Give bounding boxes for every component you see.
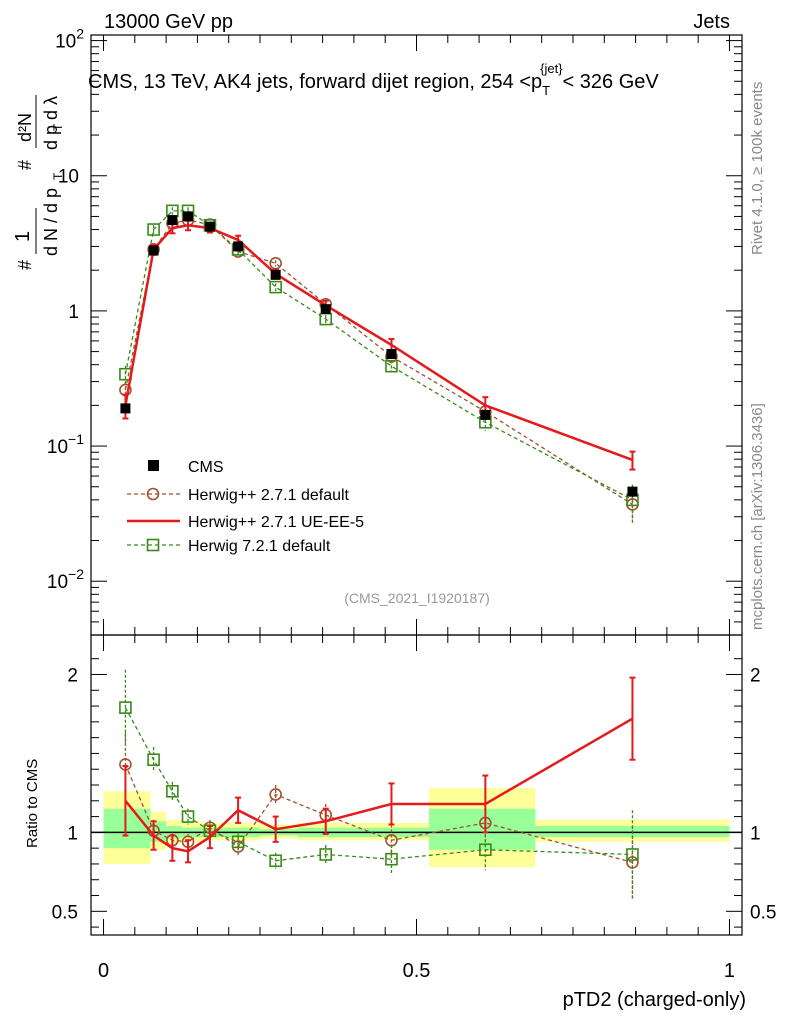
ratio-tick-label-left: 0.5 [52, 902, 78, 923]
series-line [124, 764, 633, 863]
y-label-dn: d N / d p [41, 188, 61, 256]
ratio-plot-frame [90, 634, 743, 936]
ratio-tick-label-right: 2 [750, 665, 761, 686]
marker-square-open [269, 280, 282, 294]
marker-square-open [119, 701, 132, 714]
y-tick-label: 102 [55, 26, 84, 53]
marker-square-open [231, 835, 245, 849]
marker-square-open [269, 854, 282, 868]
y-label-dpt: d p d λ [41, 96, 61, 150]
series-line [124, 224, 633, 462]
ratio-y-label: Ratio to CMS [24, 759, 41, 848]
ratio-tick-label-left: 1 [67, 823, 78, 844]
x-tick-label: 1 [724, 960, 735, 982]
marker-square-open [147, 753, 160, 767]
main-title: CMS, 13 TeV, AK4 jets, forward dijet reg… [88, 61, 659, 98]
watermark: (CMS_2021_I1920187) [344, 590, 490, 606]
header-left: 13000 GeV pp [104, 11, 233, 33]
main-title-sub: T [542, 83, 550, 98]
mcplots-label: mcplots.cern.ch [arXiv:1306.3436] [749, 403, 766, 630]
y-label-T2: T [51, 123, 65, 131]
ratio-uncertainty-bands [103, 788, 730, 868]
marker-circle [146, 487, 160, 501]
marker-square-filled [148, 245, 159, 256]
main-title-sup: {jet} [540, 61, 563, 76]
marker-square-filled [120, 403, 131, 414]
y-tick-label: 1 [68, 302, 79, 323]
header-right: Jets [693, 11, 730, 33]
main-title-text: CMS, 13 TeV, AK4 jets, forward dijet reg… [88, 71, 542, 93]
marker-square-open [319, 848, 333, 861]
marker-square-filled [167, 215, 178, 226]
legend-label: Herwig++ 2.7.1 default [188, 487, 350, 504]
x-tick-label: 0.5 [403, 960, 431, 982]
y-label-T1: T [51, 172, 65, 180]
marker-square-open [479, 843, 492, 857]
y-tick-label: 10−1 [47, 431, 84, 458]
marker-square-open [385, 852, 398, 866]
x-tick-label: 0 [98, 960, 109, 982]
y-label-frac1: 1 [12, 231, 34, 242]
main-plot-series [119, 204, 639, 523]
marker-square-open [146, 538, 160, 552]
marker-square-open [626, 848, 639, 861]
y-label-dN: d²N [15, 113, 35, 142]
legend-label: Herwig++ 2.7.1 UE-EE-5 [188, 514, 364, 531]
marker-circle [269, 788, 282, 801]
ratio-y-axis: 0.5 0.5 1 1 2 2 [52, 658, 776, 928]
marker-square-open [385, 359, 398, 373]
y-label-hash: # [15, 260, 35, 270]
marker-square-filled [183, 211, 194, 222]
main-y-axis: 10−2 10−1 1 10 102 [47, 26, 742, 636]
series-line [124, 707, 633, 862]
marker-square-open [147, 223, 160, 236]
x-axis-label: pTD2 (charged-only) [563, 989, 746, 1011]
marker-square-filled [627, 486, 638, 497]
band-green-bin [429, 808, 536, 850]
main-y-label: # 1 d N / d p T # d²N d p d λ T # [0, 95, 65, 270]
legend-label: CMS [188, 459, 224, 476]
y-label-hash2: # [15, 160, 35, 170]
main-title-tail: < 326 GeV [563, 71, 660, 93]
marker-square-filled [270, 269, 281, 280]
marker-circle [269, 257, 282, 270]
y-label-hash3: # [0, 148, 3, 158]
y-tick-label: 10 [58, 167, 79, 188]
ratio-plot-series [119, 669, 639, 899]
marker-square-filled [386, 348, 397, 359]
ratio-tick-label-left: 2 [67, 665, 78, 686]
marker-square-open [181, 810, 195, 823]
legend-marker [148, 460, 159, 471]
ratio-tick-label-right: 0.5 [750, 902, 776, 923]
marker-square-open [166, 785, 179, 798]
band-green-bin [103, 808, 151, 849]
marker-square-filled [233, 241, 244, 252]
marker-square-filled [480, 409, 491, 420]
ratio-tick-label-right: 1 [750, 823, 761, 844]
x-axis: 0 0.5 1 [98, 35, 735, 982]
legend-label: Herwig 7.2.1 default [188, 538, 331, 555]
marker-square-filled [320, 304, 331, 315]
rivet-label: Rivet 4.1.0, ≥ 100k events [749, 82, 766, 255]
marker-square-filled [204, 221, 215, 232]
legend: CMS Herwig++ 2.7.1 default Herwig++ 2.7.1 … [127, 459, 364, 555]
y-tick-label: 10−2 [47, 566, 84, 593]
